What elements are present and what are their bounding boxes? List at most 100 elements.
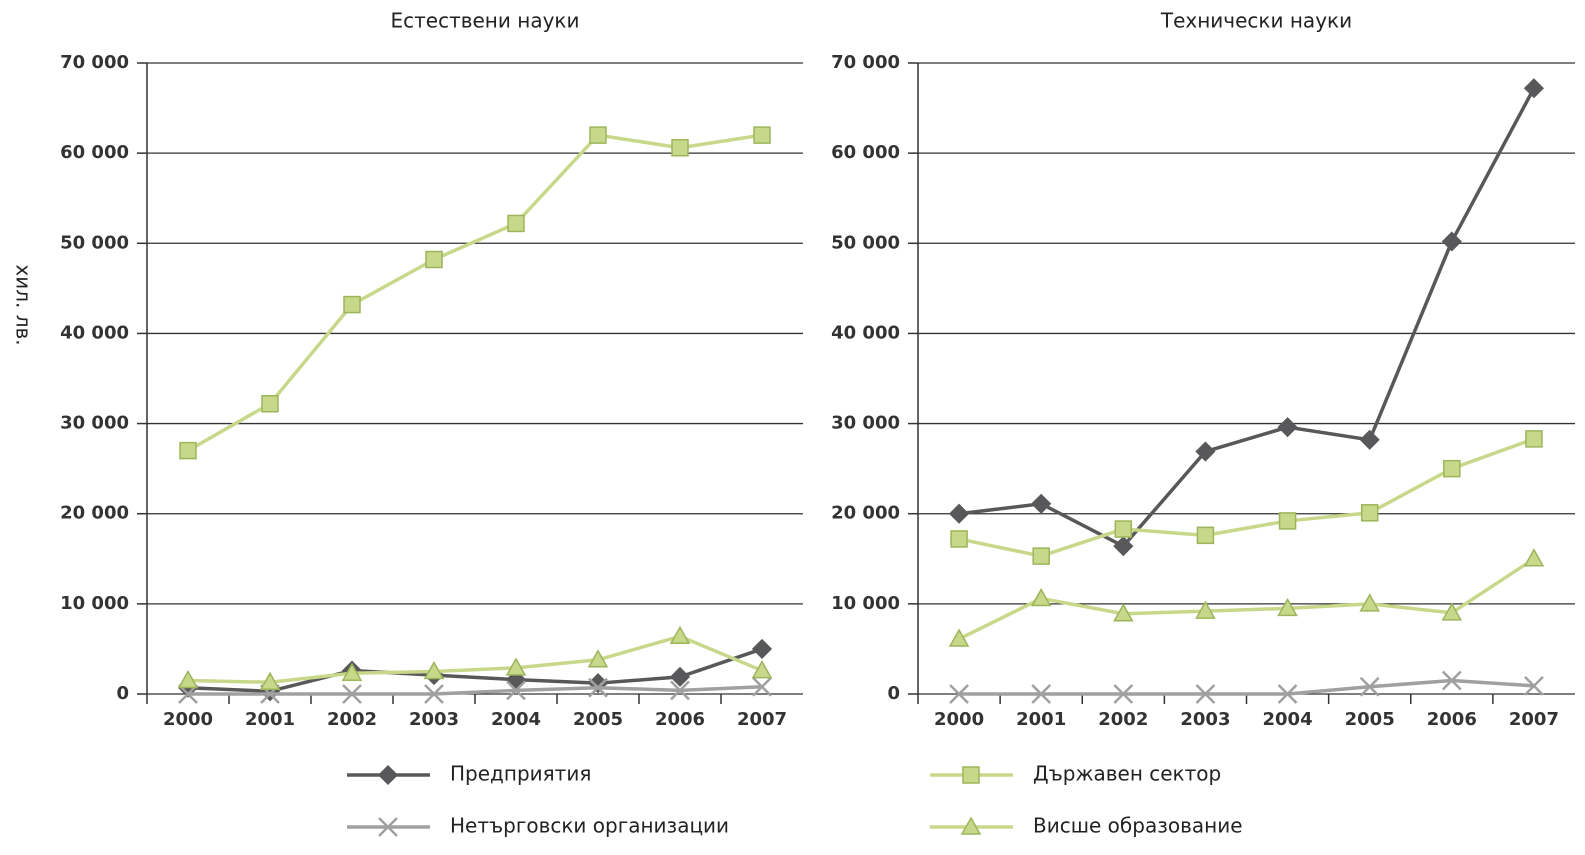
y-tick-label: 50 000 [60, 232, 129, 253]
x-tick-label: 2007 [737, 709, 787, 730]
marker [948, 628, 970, 647]
marker [507, 214, 525, 233]
x-tick-label: 2003 [1180, 709, 1230, 730]
x-tick-label: 2000 [934, 709, 984, 730]
x-tick-label: 2002 [327, 709, 377, 730]
marker [1030, 587, 1052, 607]
series-line [187, 133, 763, 453]
marker [1277, 684, 1298, 704]
series-line [959, 678, 1535, 696]
y-tick-label: 70 000 [60, 52, 129, 73]
marker [1195, 684, 1216, 704]
y-tick-label: 40 000 [60, 322, 129, 343]
marker [1523, 78, 1545, 99]
marker [1524, 676, 1544, 696]
marker [425, 250, 443, 269]
marker [962, 766, 980, 784]
marker [1359, 429, 1380, 450]
marker [669, 666, 691, 687]
chart-title: Естествени науки [390, 9, 579, 33]
marker [259, 671, 281, 691]
y-tick-label: 30 000 [831, 413, 900, 434]
marker [1031, 684, 1052, 704]
x-tick-label: 2003 [409, 709, 459, 730]
marker [1441, 231, 1462, 252]
marker [343, 295, 361, 314]
x-tick-label: 2001 [245, 709, 295, 730]
y-tick-label: 60 000 [60, 142, 129, 163]
y-tick-label: 10 000 [831, 593, 900, 614]
marker [342, 684, 362, 704]
marker [1195, 600, 1216, 619]
x-tick-label: 2007 [1509, 709, 1559, 730]
legend-label: Държавен сектор [1033, 762, 1221, 786]
marker [1195, 441, 1216, 462]
y-tick-label: 40 000 [831, 322, 900, 343]
y-tick-label: 0 [116, 683, 129, 704]
x-tick-label: 2006 [655, 709, 705, 730]
marker [587, 649, 609, 668]
marker [670, 680, 690, 701]
marker [1114, 520, 1133, 538]
marker [1113, 603, 1134, 622]
x-tick-label: 2000 [163, 709, 213, 730]
marker [1277, 417, 1298, 438]
chart-title: Технически науки [1160, 9, 1352, 33]
marker [1278, 512, 1297, 530]
marker [752, 676, 772, 697]
series-line [187, 647, 763, 694]
marker [506, 680, 526, 701]
x-tick-label: 2004 [491, 709, 541, 730]
x-tick-label: 2005 [573, 709, 623, 730]
x-tick-label: 2004 [1263, 709, 1313, 730]
marker [753, 126, 771, 144]
marker [1031, 493, 1052, 514]
marker [1196, 526, 1215, 545]
y-tick-label: 0 [887, 683, 900, 704]
y-axis-label: хил. лв. [12, 264, 36, 345]
y-tick-label: 20 000 [831, 503, 900, 524]
y-tick-label: 30 000 [60, 413, 129, 434]
marker [1525, 430, 1543, 448]
legend-label: Висше образование [1033, 814, 1243, 838]
marker [949, 503, 970, 524]
marker [377, 764, 399, 786]
x-tick-label: 2006 [1427, 709, 1477, 730]
marker [950, 530, 968, 548]
series-line [958, 557, 1535, 641]
marker [1441, 670, 1462, 691]
marker [960, 816, 982, 835]
marker [588, 677, 608, 698]
marker [505, 669, 527, 690]
marker [671, 138, 689, 157]
marker [1277, 597, 1298, 617]
marker [177, 669, 199, 689]
legend-label: Нетърговски организации [450, 814, 729, 838]
series-line [187, 634, 763, 685]
marker [179, 441, 197, 460]
x-tick-label: 2001 [1016, 709, 1066, 730]
y-tick-label: 20 000 [60, 503, 129, 524]
x-tick-label: 2005 [1345, 709, 1395, 730]
marker [949, 684, 969, 704]
marker [669, 625, 691, 645]
y-tick-label: 50 000 [831, 232, 900, 253]
marker [423, 660, 445, 680]
marker [1359, 593, 1380, 612]
marker [1441, 602, 1463, 621]
y-tick-label: 70 000 [831, 52, 900, 73]
marker [1523, 548, 1545, 567]
marker [505, 657, 527, 676]
marker [1443, 459, 1461, 478]
marker [378, 817, 398, 837]
marker [589, 126, 607, 144]
y-tick-label: 10 000 [60, 593, 129, 614]
marker [341, 662, 363, 682]
x-tick-label: 2002 [1098, 709, 1148, 730]
marker [1360, 504, 1379, 522]
marker [751, 660, 773, 679]
series-line [188, 685, 763, 696]
marker [424, 684, 444, 704]
marker [261, 394, 279, 413]
